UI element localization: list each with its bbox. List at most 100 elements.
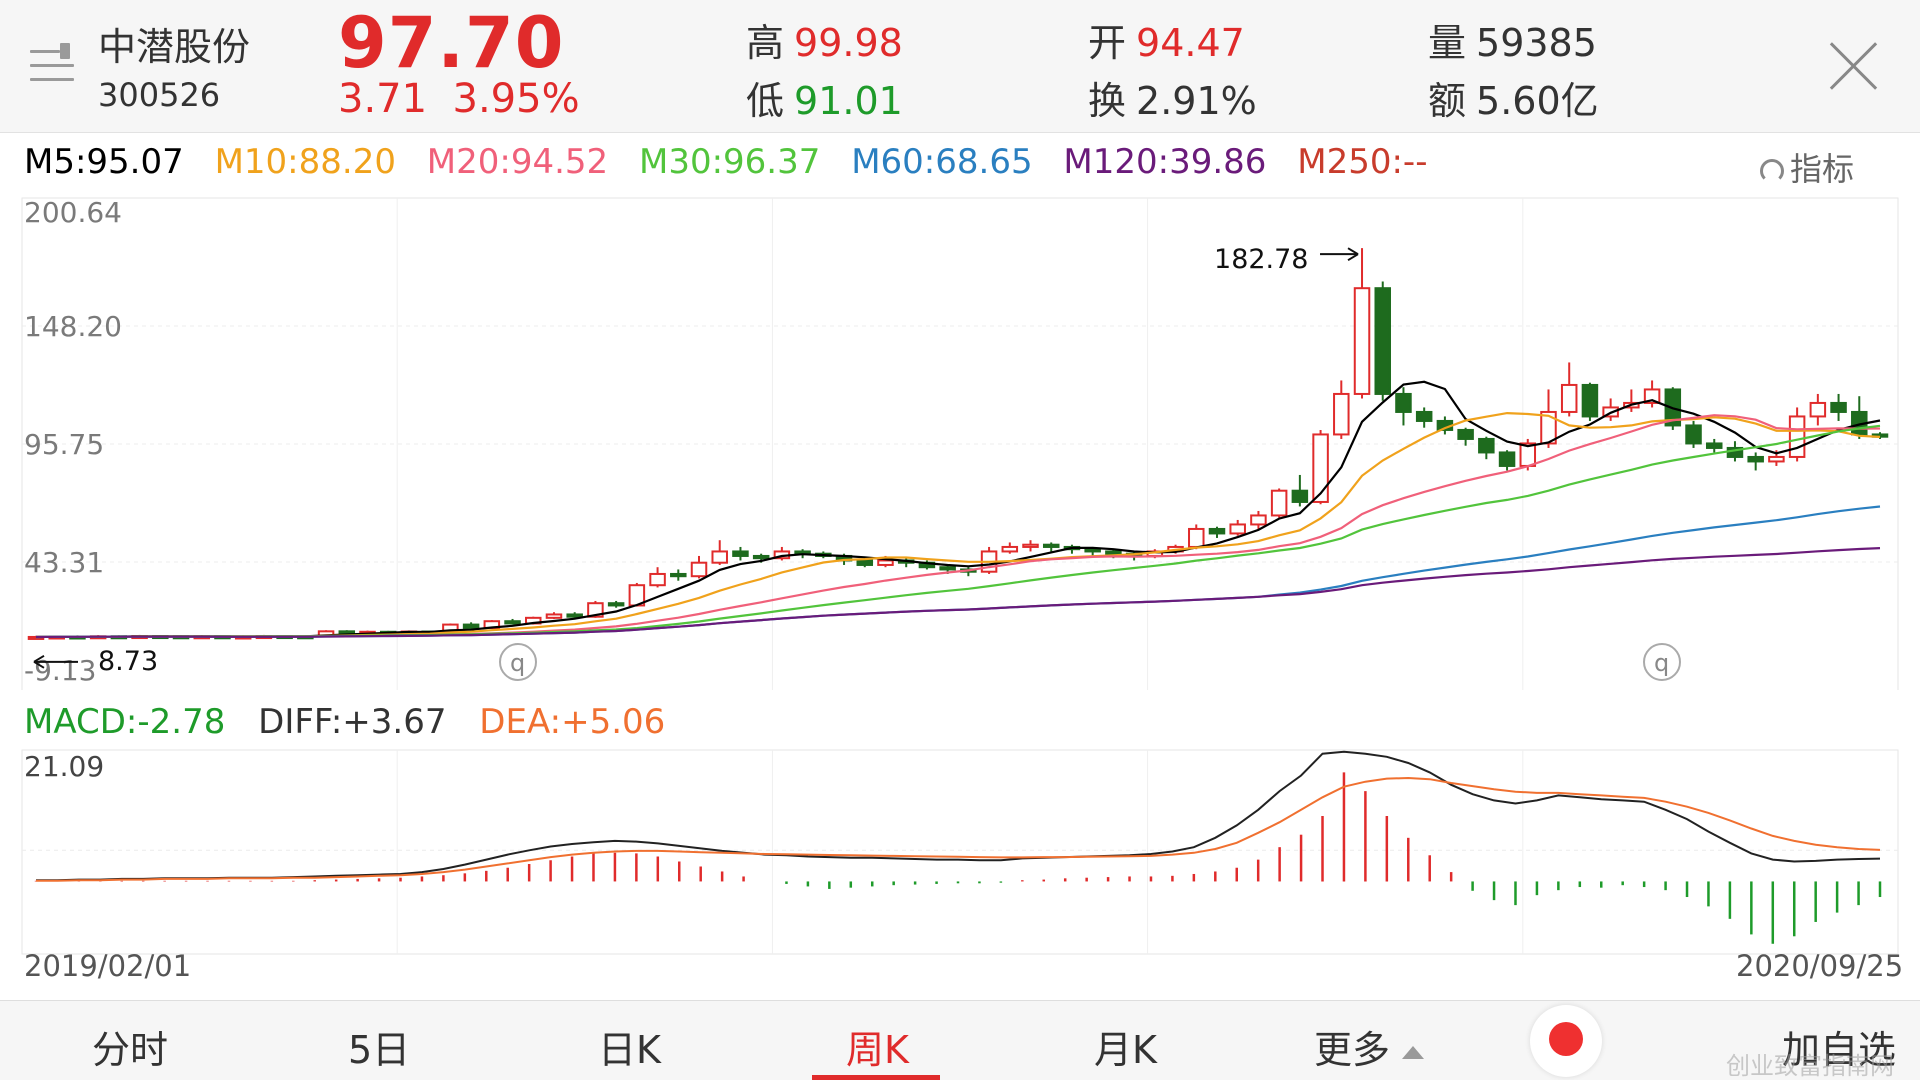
high-stat: 高 99.98	[746, 12, 903, 67]
candle-body	[1830, 401, 1847, 413]
dea-line	[36, 776, 1881, 882]
candle-body	[587, 602, 604, 618]
candle-body	[1270, 489, 1288, 517]
ma250-label: M250:--	[1297, 142, 1428, 182]
tab-monthly-k[interactable]: 月K	[1094, 1028, 1157, 1072]
min-arrow-head	[33, 654, 45, 669]
candle-body	[1312, 433, 1329, 503]
candle-body	[1250, 514, 1267, 526]
candle-body	[1788, 415, 1806, 458]
candle-body	[1643, 388, 1661, 404]
stock-name: 中潜股份	[98, 25, 251, 69]
turnover-label: 换	[1088, 79, 1127, 123]
candle-body	[1022, 543, 1039, 548]
y-axis-label: 148.20	[24, 310, 122, 343]
event-marker-icon	[499, 643, 537, 681]
amount-value: 5.60亿	[1476, 79, 1599, 123]
candle-body	[1560, 383, 1578, 413]
active-tab-indicator	[812, 1075, 940, 1080]
indicator-button[interactable]: 指标	[1760, 144, 1854, 190]
start-date-label: 2019/02/01	[24, 949, 191, 983]
macd-legend: MACD:-2.78 DIFF:+3.67 DEA:+5.06	[24, 702, 687, 742]
volume-label: 量	[1428, 21, 1467, 65]
candle-body	[690, 561, 708, 578]
candle-body	[504, 620, 521, 625]
event-marker-icon	[1643, 643, 1681, 681]
candle-body	[1478, 437, 1495, 454]
ma-legend: M5:95.07 M10:88.20 M20:94.52 M30:96.37 M…	[24, 142, 1447, 186]
candle-body	[1042, 543, 1060, 548]
period-tabs: 分时 5日 日K 周K 月K 更多 加自选	[0, 1000, 1920, 1080]
last-price: 97.70	[338, 2, 565, 84]
ma10-line	[35, 411, 1881, 639]
tab-intraday[interactable]: 分时	[92, 1028, 169, 1072]
candle-body	[1374, 287, 1391, 395]
high-label: 高	[746, 21, 785, 65]
turnover-stat: 换 2.91%	[1088, 70, 1257, 125]
candle-body	[877, 559, 894, 566]
candle-body	[1705, 442, 1723, 449]
end-date-label: 2020/09/25	[1736, 949, 1903, 983]
candle-body	[1353, 287, 1371, 395]
y-axis-label: 200.64	[24, 196, 122, 229]
amount-stat: 额 5.60亿	[1428, 70, 1599, 125]
high-value: 99.98	[794, 21, 903, 65]
ma5-label: M5:95.07	[24, 142, 184, 182]
change-percent: 3.95%	[452, 76, 580, 122]
open-value: 94.47	[1136, 21, 1245, 65]
ma60-label: M60:68.65	[851, 142, 1033, 182]
ma10-label: M10:88.20	[214, 142, 396, 182]
tab-more[interactable]: 更多	[1314, 1019, 1425, 1074]
ma20-label: M20:94.52	[426, 142, 609, 182]
kline-chart[interactable]: 200.64 148.20 95.75 43.31 -9.13 182.78 8.73 q q	[0, 190, 1920, 690]
candle-body	[1291, 489, 1309, 503]
tab-weekly-k[interactable]: 周K	[846, 1028, 909, 1072]
candle-body	[1084, 548, 1101, 553]
max-arrow-head	[1347, 247, 1359, 262]
ma120-label: M120:39.86	[1063, 142, 1267, 182]
candle-body	[649, 572, 666, 587]
chart-frame	[21, 197, 1899, 690]
dea-value: DEA:+5.06	[479, 702, 666, 742]
close-icon[interactable]	[1828, 40, 1880, 92]
event-marker-glyph: q	[1654, 649, 1669, 677]
candle-body	[1105, 550, 1122, 555]
record-button[interactable]	[1530, 1005, 1602, 1077]
event-marker-glyph: q	[510, 649, 525, 677]
low-stat: 低 91.01	[746, 70, 903, 125]
macd-value: MACD:-2.78	[24, 702, 226, 742]
candle-body	[1685, 424, 1702, 445]
candle-body	[711, 550, 728, 564]
low-value: 91.01	[794, 79, 903, 123]
menu-icon[interactable]	[30, 43, 76, 88]
macd-chart[interactable]: 21.09 2019/02/01 2020/09/25	[0, 740, 1920, 1000]
candle-body	[1001, 545, 1019, 553]
candle-body	[607, 602, 625, 607]
candle-body	[338, 630, 356, 635]
low-label: 低	[746, 79, 785, 123]
candle-body	[462, 623, 480, 629]
tab-daily-k[interactable]: 日K	[598, 1028, 661, 1072]
candle-body	[1809, 401, 1827, 418]
tab-5day[interactable]: 5日	[348, 1028, 411, 1072]
indicator-label: 指标	[1790, 150, 1855, 188]
candle-body	[1208, 527, 1226, 535]
y-axis-label: 43.31	[24, 546, 104, 579]
candle-body	[1188, 527, 1205, 548]
candle-body	[1457, 428, 1474, 440]
ma30-label: M30:96.37	[638, 142, 821, 182]
ma120-line	[35, 547, 1881, 639]
add-to-watchlist-button[interactable]: 加自选	[1782, 1028, 1897, 1072]
stock-code: 300526	[98, 76, 221, 114]
caret-up-icon	[1402, 1046, 1425, 1059]
open-stat: 开 94.47	[1088, 12, 1245, 67]
ma5-line	[35, 380, 1881, 639]
min-price-label: 8.73	[98, 646, 158, 677]
candle-body	[566, 613, 583, 618]
y-axis-label: -9.13	[24, 654, 96, 687]
watermark: 创业致富指南网	[1726, 1052, 1894, 1080]
candle-body	[670, 572, 687, 578]
turnover-value: 2.91%	[1136, 79, 1257, 123]
candle-body	[1498, 451, 1516, 467]
volume-value: 59385	[1476, 21, 1597, 65]
